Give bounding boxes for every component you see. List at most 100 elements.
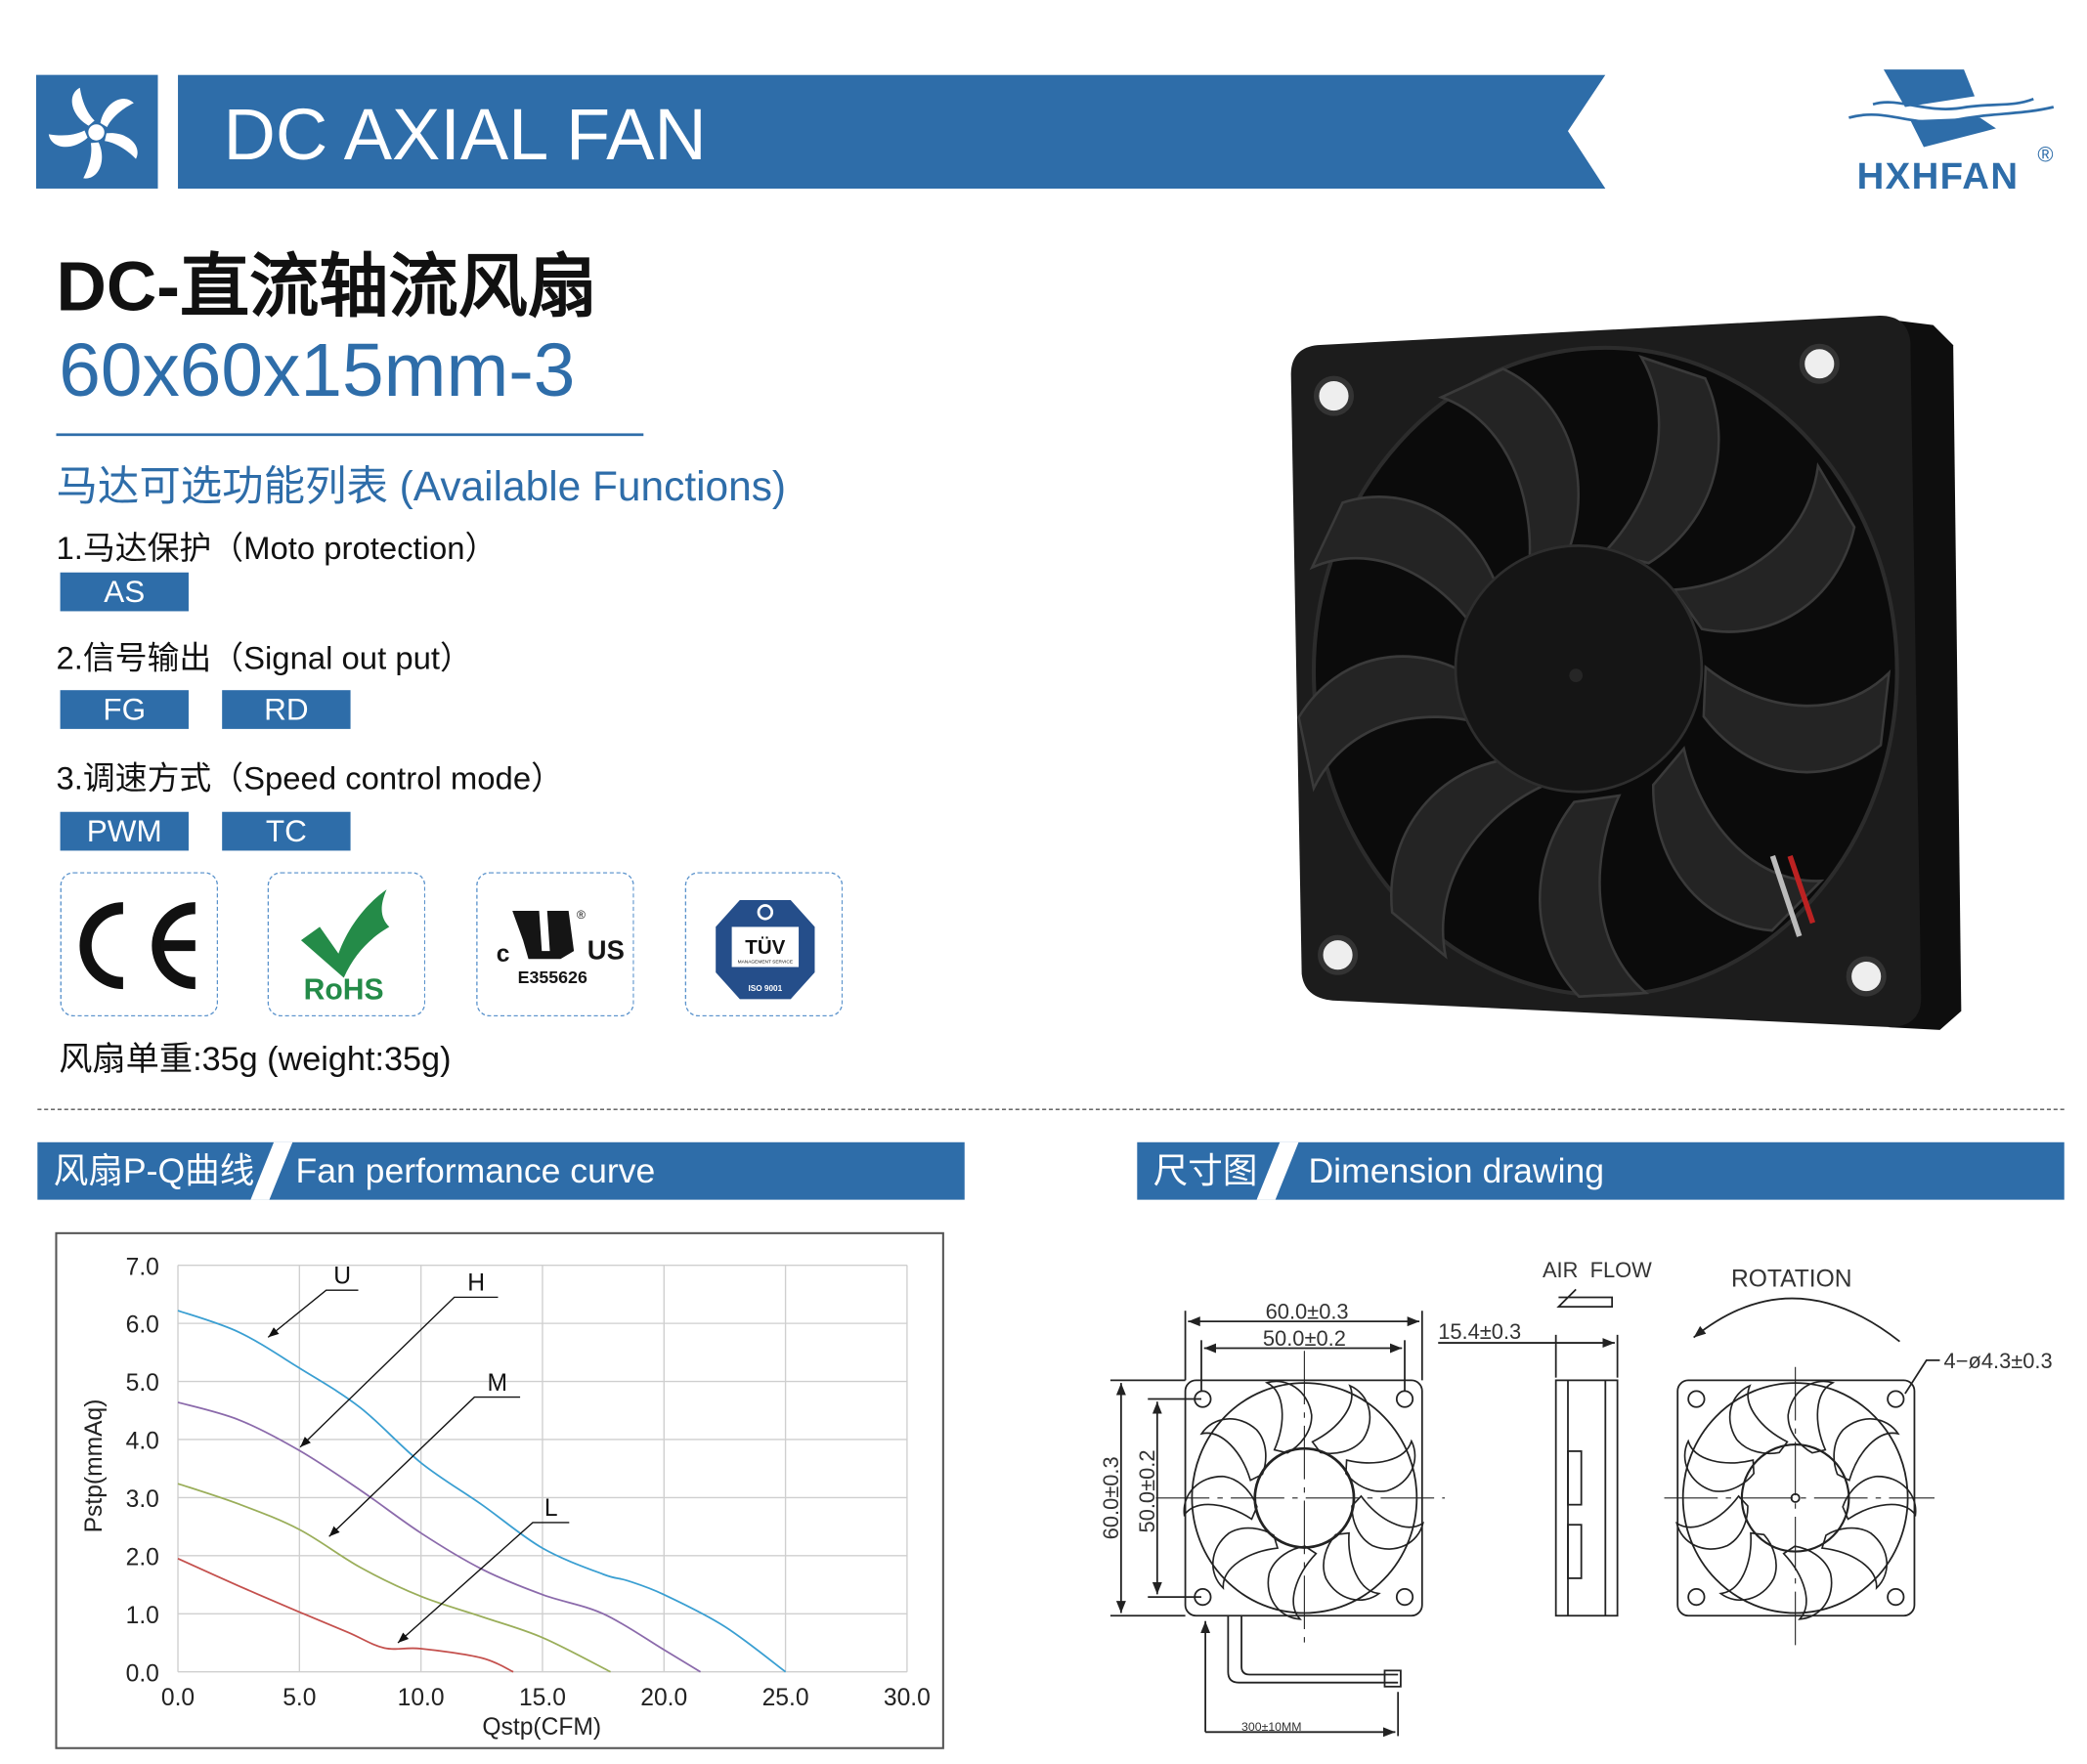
annotation-label-M: M	[487, 1370, 507, 1397]
ul-us: US	[587, 934, 625, 965]
x-tick-label: 5.0	[283, 1685, 316, 1711]
side-view	[1554, 1379, 1619, 1617]
mounting-holes: 4−ø4.3±0.3	[1944, 1349, 2053, 1373]
x-tick-label: 25.0	[762, 1685, 809, 1711]
y-tick-label: 6.0	[126, 1312, 159, 1339]
section-dimension-en: Dimension drawing	[1308, 1149, 1605, 1191]
annotation-label-U: U	[333, 1263, 351, 1289]
section-dimension-cn: 尺寸图	[1152, 1149, 1258, 1191]
y-axis-label: Pstp(mmAq)	[81, 1399, 108, 1533]
annotation-label-L: L	[544, 1495, 558, 1522]
rohs-label: RoHS	[304, 973, 384, 1006]
fan-icon	[46, 86, 141, 182]
curve-H	[177, 1401, 702, 1673]
tuv-sub: MANAGEMENT SERVICE	[738, 959, 793, 965]
pq-curve-chart: U H M L 0.0 5.0 10.0 15.0 20.0 25.0 30.0 0.0 1.0 2.0 3…	[55, 1231, 944, 1749]
registered-mark: ®	[2037, 144, 2054, 168]
blade-outline	[1728, 1384, 1789, 1455]
brand-logo-mark	[1848, 69, 2055, 148]
function-signal-output: 2.信号输出（Signal out put）	[56, 640, 472, 677]
dim-width-inner: 50.0±0.2	[1263, 1326, 1346, 1351]
annotation-arrow-H	[299, 1296, 499, 1448]
annotation-arrow-M	[328, 1396, 521, 1537]
function-speed-control: 3.调速方式（Speed control mode）	[56, 760, 563, 797]
blade-outline	[1309, 1526, 1399, 1613]
blade-outline	[1763, 1541, 1843, 1627]
svg-text:TÜV: TÜV	[745, 936, 785, 959]
option-tc: TC	[222, 811, 351, 851]
product-title-cn: DC-直流轴流风扇	[56, 248, 597, 326]
dim-thickness: 15.4±0.3	[1438, 1319, 1521, 1344]
blade-outline	[1311, 1384, 1371, 1455]
title-banner	[178, 74, 1606, 189]
svg-text:®: ®	[577, 908, 586, 922]
section-divider	[37, 1108, 2065, 1110]
curve-M	[177, 1483, 611, 1673]
front-view	[1155, 1351, 1446, 1688]
product-model: 60x60x15mm-3	[59, 327, 576, 412]
rear-view	[1664, 1366, 1935, 1649]
brand-logo-text: HXHFAN	[1856, 154, 2020, 197]
rohs-check-icon: RoHS	[300, 889, 390, 1006]
tuv-iso-icon: TÜV MANAGEMENT SERVICE ISO 9001	[716, 900, 815, 1000]
curve-U	[177, 1310, 787, 1673]
blade-outline	[1672, 1416, 1761, 1507]
dim-height-inner: 50.0±0.2	[1135, 1449, 1159, 1532]
y-tick-label: 7.0	[126, 1254, 159, 1280]
y-tick-label: 0.0	[126, 1660, 159, 1687]
blade-outline	[1817, 1516, 1896, 1602]
y-tick-label: 1.0	[126, 1603, 159, 1629]
tuv-iso: ISO 9001	[748, 984, 782, 993]
functions-heading: 马达可选功能列表 (Available Functions)	[56, 462, 787, 510]
cert-ce	[60, 872, 219, 1017]
y-tick-label: 4.0	[126, 1429, 159, 1455]
x-tick-label: 0.0	[161, 1685, 195, 1711]
y-tick-label: 3.0	[126, 1486, 159, 1513]
ul-mark-icon: c US ® E355626	[497, 908, 625, 987]
title-underline	[56, 433, 644, 437]
ul-file-number: E355626	[518, 968, 587, 987]
y-tick-label: 5.0	[126, 1370, 159, 1397]
annotation-label-H: H	[467, 1270, 485, 1297]
annotation-arrow-L	[397, 1522, 570, 1644]
cert-ul: c US ® E355626	[476, 872, 634, 1017]
section-header-dimension: 尺寸图 Dimension drawing	[1137, 1141, 2065, 1200]
cert-rohs: RoHS	[267, 872, 426, 1017]
blade-outline	[1701, 1526, 1791, 1613]
x-axis-label: Qstp(CFM)	[482, 1714, 601, 1741]
brand-logo: HXHFAN ®	[1847, 66, 2061, 200]
option-as: AS	[60, 572, 189, 612]
x-tick-label: 30.0	[884, 1685, 931, 1711]
option-pwm: PWM	[60, 811, 189, 851]
option-fg: FG	[60, 690, 189, 729]
x-tick-label: 10.0	[398, 1685, 445, 1711]
ul-c: c	[497, 941, 510, 968]
y-tick-label: 2.0	[126, 1544, 159, 1570]
fan-product-photo	[1273, 315, 1962, 1030]
section-curve-en: Fan performance curve	[295, 1149, 656, 1191]
blade-outline	[1203, 1516, 1283, 1602]
section-header-curve: 风扇P-Q曲线 Fan performance curve	[37, 1141, 965, 1200]
option-rd: RD	[222, 690, 351, 729]
rotation-label: ROTATION	[1731, 1267, 1852, 1293]
cert-tuv: TÜV MANAGEMENT SERVICE ISO 9001	[684, 872, 844, 1017]
page-title: DC AXIAL FAN	[223, 95, 707, 176]
dim-height-outer: 60.0±0.3	[1099, 1456, 1123, 1539]
section-curve-cn: 风扇P-Q曲线	[53, 1149, 255, 1191]
fan-icon-box	[35, 74, 158, 189]
ce-mark-icon	[79, 902, 196, 990]
annotation-arrow-U	[267, 1289, 359, 1338]
blade-outline	[1194, 1412, 1274, 1484]
blade-outline	[1827, 1412, 1906, 1484]
blade-outline	[1257, 1541, 1336, 1627]
cable-length: 300±10MM	[1241, 1720, 1301, 1734]
x-tick-label: 15.0	[519, 1685, 566, 1711]
dim-width-outer: 60.0±0.3	[1266, 1299, 1349, 1323]
fan-weight: 风扇单重:35g (weight:35g)	[59, 1040, 452, 1079]
x-tick-label: 20.0	[640, 1685, 687, 1711]
curve-L	[177, 1558, 514, 1673]
airflow-label: AIR FLOW	[1543, 1258, 1652, 1282]
function-motor-protection: 1.马达保护（Moto protection）	[56, 531, 498, 568]
